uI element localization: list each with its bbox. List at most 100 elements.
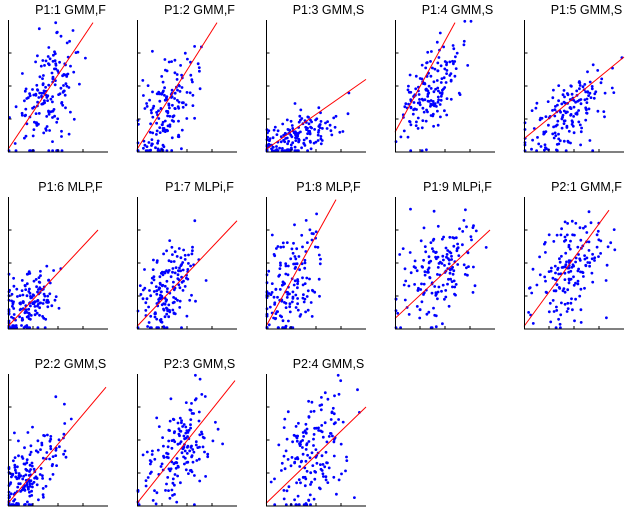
data-point [595, 245, 599, 249]
data-point [282, 133, 286, 137]
data-point [158, 131, 162, 134]
data-point [144, 301, 148, 305]
data-point [29, 444, 33, 448]
data-point [182, 455, 185, 459]
data-point [431, 112, 435, 116]
data-point [301, 245, 304, 249]
data-point [546, 100, 550, 103]
data-point [173, 71, 177, 75]
data-point [41, 456, 45, 460]
data-point [200, 393, 204, 396]
data-point [466, 251, 470, 255]
data-point [433, 313, 437, 317]
data-point [306, 308, 310, 312]
data-point [303, 484, 307, 488]
data-point [28, 453, 32, 456]
data-point [322, 475, 325, 478]
data-point [173, 440, 177, 444]
data-point [308, 456, 312, 460]
data-point [329, 418, 333, 421]
data-point [162, 89, 165, 93]
data-point [186, 444, 190, 448]
data-point [466, 273, 469, 277]
data-point [187, 253, 190, 257]
data-point [165, 326, 169, 330]
data-point [463, 19, 467, 23]
data-point [201, 435, 205, 439]
data-point [444, 289, 448, 292]
data-point [437, 56, 441, 59]
data-point [353, 496, 356, 499]
data-point [283, 417, 287, 421]
data-point [547, 123, 550, 127]
data-point [294, 139, 298, 142]
fit-line [136, 22, 218, 150]
data-point [198, 377, 202, 381]
data-point [571, 308, 574, 312]
data-point [286, 290, 289, 294]
data-point [290, 124, 294, 127]
data-point [18, 294, 22, 297]
panel-title: P1:5 GMM,S [550, 3, 623, 17]
data-point [165, 306, 168, 310]
data-point [177, 106, 181, 110]
data-point [12, 300, 15, 304]
data-point [9, 492, 13, 496]
data-point [553, 131, 557, 135]
data-point [39, 64, 43, 68]
data-point [53, 67, 56, 71]
data-point [443, 67, 447, 71]
data-point [171, 494, 174, 497]
data-point [597, 238, 601, 242]
data-point [175, 461, 179, 465]
scatter-plot [136, 20, 237, 153]
data-point [315, 117, 319, 121]
data-point [574, 256, 578, 260]
data-point [189, 264, 192, 268]
data-point [166, 114, 169, 118]
data-point [436, 109, 439, 113]
data-point [576, 282, 580, 286]
data-point [285, 136, 289, 140]
data-point [171, 308, 175, 312]
data-point [420, 126, 424, 130]
data-point [603, 91, 607, 95]
data-point [569, 141, 572, 145]
data-point [304, 310, 307, 314]
data-point [437, 98, 440, 102]
data-point [37, 276, 41, 279]
data-point [293, 498, 296, 502]
data-point [332, 422, 336, 426]
data-point [535, 149, 538, 153]
data-point [198, 69, 201, 73]
data-point [42, 495, 45, 499]
data-point [177, 465, 180, 469]
data-point [183, 285, 187, 288]
data-point [559, 233, 563, 237]
data-point [65, 41, 69, 45]
data-point [167, 60, 171, 64]
data-point [316, 139, 320, 142]
scatter-plot [394, 197, 495, 330]
data-point [170, 439, 174, 442]
data-point [289, 119, 293, 123]
data-point [579, 98, 583, 101]
data-point [324, 450, 328, 454]
data-point [589, 221, 593, 225]
data-point [429, 74, 433, 78]
data-point [149, 460, 153, 463]
data-point [452, 279, 456, 283]
data-point [465, 225, 468, 229]
data-point [340, 472, 343, 476]
data-point [559, 313, 563, 317]
data-point [42, 131, 46, 135]
data-point [293, 267, 297, 270]
data-point [423, 245, 427, 248]
data-point [162, 444, 165, 448]
data-point [20, 113, 24, 117]
data-point [28, 484, 32, 488]
data-point [571, 263, 575, 267]
data-point [203, 450, 206, 454]
axes [137, 197, 237, 330]
data-point [332, 116, 336, 120]
